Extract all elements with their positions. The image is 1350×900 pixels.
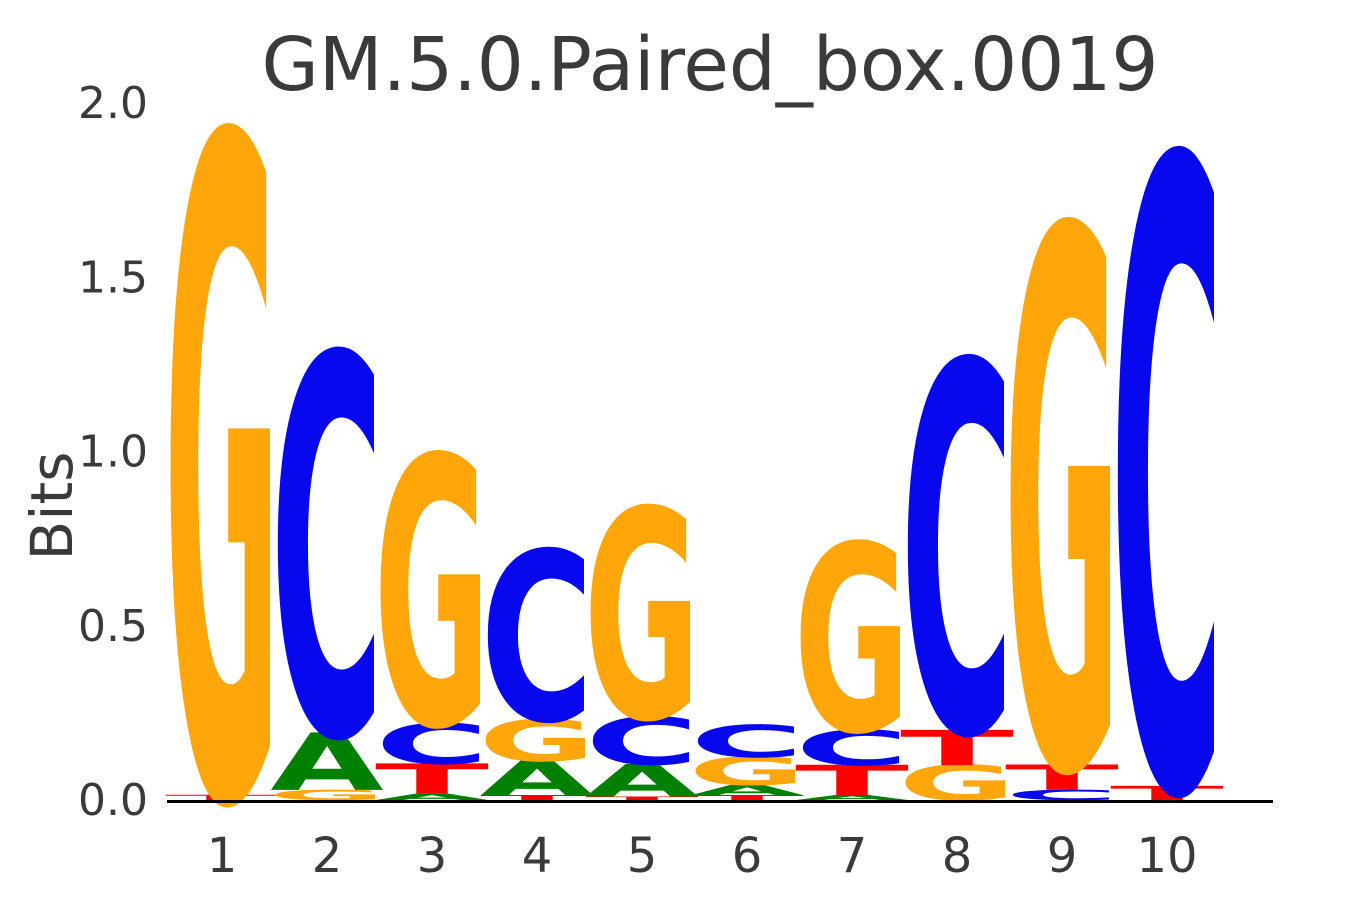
x-tick-label: 5 [627,828,658,884]
y-tick-label: 1.0 [78,427,148,478]
logo-letter-A: A [375,792,488,802]
logo-letter-C: C [795,720,909,776]
logo-letter-G: G [583,450,700,786]
x-tick-label: 6 [732,828,763,884]
logo-letter-G: G [1003,82,1120,900]
logo-letter-G: G [793,493,910,792]
logo-letter-C: C [375,713,489,777]
x-tick-label: 3 [417,828,448,884]
logo-letter-G: G [478,708,595,775]
logo-letter-G: G [268,787,385,803]
logo-letter-G: G [373,381,490,811]
y-tick-label: 0.5 [78,601,148,652]
logo-letter-T: T [795,757,909,806]
logo-letter-A: A [480,751,593,806]
x-tick-label: 9 [1047,828,1078,884]
logo-letter-C: C [480,503,594,775]
logo-letter-T: T [1110,782,1224,804]
logo-letter-C: C [900,261,1014,851]
logo-letter-T: T [690,794,804,802]
x-tick-label: 10 [1136,828,1197,884]
logo-letter-T: T [480,794,594,802]
logo-letter-C: C [1110,0,1224,900]
x-tick-label: 7 [837,828,868,884]
logo-letter-T: T [900,721,1014,777]
logo-letter-C: C [690,716,804,768]
x-tick-label: 8 [942,828,973,884]
logo-letter-T: T [1005,758,1119,798]
logo-letter-G: G [163,0,280,900]
logo-letter-G: G [688,749,805,794]
logo-letter-T: T [375,755,489,804]
chart-title: GM.5.0.Paired_box.0019 [261,22,1159,108]
logo-letter-C: C [270,249,384,856]
logo-letter-A: A [690,782,804,798]
logo-letter-A: A [270,717,383,809]
y-tick-label: 1.5 [78,252,148,303]
x-tick-label: 1 [207,828,238,884]
logo-letter-C: C [1005,787,1119,803]
logo-letter-T: T [165,793,279,801]
logo-letter-T: T [585,795,700,801]
x-tick-label: 4 [522,828,553,884]
logo-letter-C: C [585,705,699,781]
logo-letter-A: A [795,794,908,802]
y-tick-label: 0.0 [78,775,148,826]
y-tick-label: 2.0 [78,78,148,129]
logo-letter-A: A [585,755,699,807]
x-tick-label: 2 [312,828,343,884]
